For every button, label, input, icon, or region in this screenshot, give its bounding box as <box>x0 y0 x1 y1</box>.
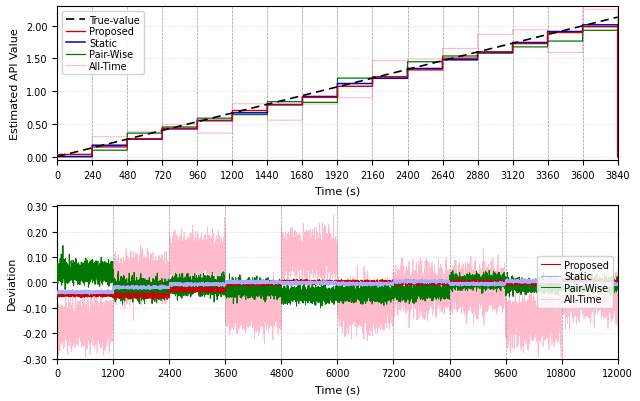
All-Time <box>56 322 63 326</box>
Pair-Wise <box>178 125 186 130</box>
Pair-Wise <box>605 280 613 285</box>
Static <box>579 23 586 28</box>
Pair-Wise <box>53 155 61 160</box>
Pair-Wise <box>317 306 324 310</box>
Pair-Wise <box>527 45 534 50</box>
True-value <box>99 143 107 148</box>
Proposed <box>574 282 582 287</box>
True-value <box>511 41 519 46</box>
Proposed <box>614 279 621 284</box>
Static <box>527 41 534 46</box>
True-value <box>178 124 186 129</box>
True-value <box>614 16 621 20</box>
Line: Proposed: Proposed <box>57 28 618 157</box>
Static <box>56 290 63 295</box>
Pair-Wise <box>614 278 621 283</box>
Pair-Wise <box>161 289 168 294</box>
Static <box>53 155 61 160</box>
Y-axis label: Estimated API Value: Estimated API Value <box>10 28 20 140</box>
Proposed <box>290 277 298 282</box>
Static <box>161 284 168 289</box>
Static <box>574 281 582 286</box>
Pair-Wise <box>64 266 72 271</box>
Static <box>518 276 525 281</box>
True-value <box>503 43 511 48</box>
Proposed <box>161 294 168 299</box>
True-value <box>359 79 367 84</box>
Legend: Proposed, Static, Pair-Wise, All-Time: Proposed, Static, Pair-Wise, All-Time <box>537 256 613 308</box>
Pair-Wise <box>579 29 586 34</box>
All-Time <box>161 268 168 273</box>
Pair-Wise <box>614 155 621 160</box>
Static <box>53 290 61 295</box>
Pair-Wise <box>372 292 380 297</box>
True-value <box>53 155 61 160</box>
Static <box>86 293 93 298</box>
True-value <box>527 37 534 42</box>
All-Time <box>64 317 72 322</box>
All-Time <box>605 292 613 297</box>
All-Time <box>53 155 61 160</box>
Static <box>99 144 107 148</box>
Pair-Wise <box>53 279 61 284</box>
Line: Static: Static <box>57 279 618 295</box>
Proposed <box>614 155 621 160</box>
All-Time <box>99 135 107 140</box>
Y-axis label: Deviation: Deviation <box>7 255 17 309</box>
Line: Static: Static <box>57 26 618 157</box>
Proposed <box>605 280 613 285</box>
All-Time <box>579 8 586 12</box>
Proposed <box>527 42 534 47</box>
Line: Pair-Wise: Pair-Wise <box>57 31 618 157</box>
Static <box>359 82 367 87</box>
Line: All-Time: All-Time <box>57 10 618 157</box>
Legend: True-value, Proposed, Static, Pair-Wise, All-Time: True-value, Proposed, Static, Pair-Wise,… <box>62 12 144 75</box>
All-Time <box>511 28 519 33</box>
Static <box>614 155 621 160</box>
Line: All-Time: All-Time <box>57 215 618 358</box>
Proposed <box>178 127 186 132</box>
Pair-Wise <box>511 45 519 50</box>
Line: True-value: True-value <box>57 18 618 157</box>
All-Time <box>82 356 90 360</box>
Static <box>614 281 621 286</box>
All-Time <box>574 289 582 294</box>
Pair-Wise <box>359 77 367 81</box>
Proposed <box>64 293 72 298</box>
Proposed <box>372 279 380 284</box>
Pair-Wise <box>56 273 63 278</box>
All-Time <box>359 96 367 101</box>
Static <box>372 282 380 287</box>
All-Time <box>614 155 621 160</box>
Static <box>178 127 186 132</box>
All-Time <box>330 213 337 217</box>
Pair-Wise <box>574 284 582 289</box>
Proposed <box>579 25 586 30</box>
Proposed <box>53 153 61 158</box>
Proposed <box>56 292 63 297</box>
Static <box>511 41 519 46</box>
Proposed <box>511 42 519 47</box>
All-Time <box>614 276 621 281</box>
Proposed <box>150 298 158 302</box>
All-Time <box>178 123 186 128</box>
Line: Proposed: Proposed <box>57 279 618 300</box>
Static <box>64 290 72 294</box>
Static <box>503 51 511 55</box>
Proposed <box>53 292 61 297</box>
Pair-Wise <box>99 148 107 153</box>
X-axis label: Time (s): Time (s) <box>315 384 360 394</box>
Line: Pair-Wise: Pair-Wise <box>57 246 618 308</box>
Static <box>605 283 613 288</box>
All-Time <box>527 28 534 33</box>
All-Time <box>503 33 511 38</box>
All-Time <box>372 315 380 320</box>
Pair-Wise <box>59 243 67 248</box>
X-axis label: Time (s): Time (s) <box>315 186 360 196</box>
All-Time <box>53 328 61 332</box>
Pair-Wise <box>503 52 511 57</box>
Proposed <box>99 145 107 150</box>
Proposed <box>503 51 511 55</box>
Proposed <box>359 85 367 89</box>
